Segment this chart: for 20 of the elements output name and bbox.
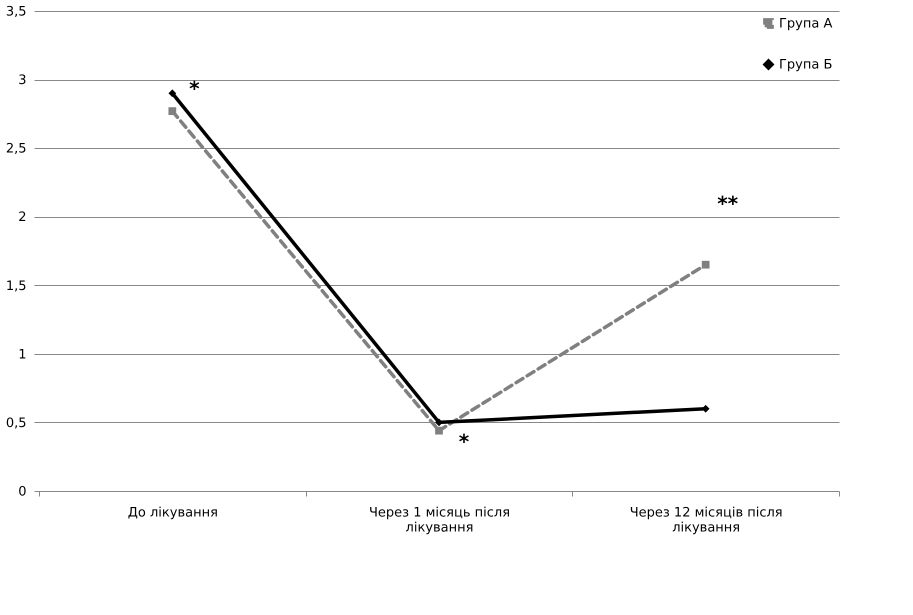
legend-label: Група А	[779, 16, 832, 32]
annotation: **	[717, 192, 739, 216]
point	[168, 89, 176, 98]
point	[435, 426, 443, 435]
y-tick-label: 3,5	[6, 4, 26, 20]
x-tick-label: Через 1 місяць після лікування	[368, 506, 510, 536]
y-tick-label: 2,5	[6, 142, 26, 157]
y-tick-label: 2	[18, 210, 26, 226]
y-tick-label: 0,5	[6, 416, 26, 431]
y-tick-label: 0	[18, 484, 26, 500]
point	[168, 107, 176, 115]
legend-label: Група Б	[779, 58, 832, 72]
y-tick-label: 1	[18, 347, 26, 362]
y-tick-label: 3	[18, 73, 26, 88]
annotation: *	[458, 430, 470, 454]
point	[702, 260, 710, 269]
y-tick-label: 1,5	[6, 278, 26, 294]
annotation: *	[189, 76, 200, 100]
x-tick-label: До лікування	[128, 506, 218, 520]
x-tick-label: Через 12 місяців після лікування	[630, 506, 783, 536]
